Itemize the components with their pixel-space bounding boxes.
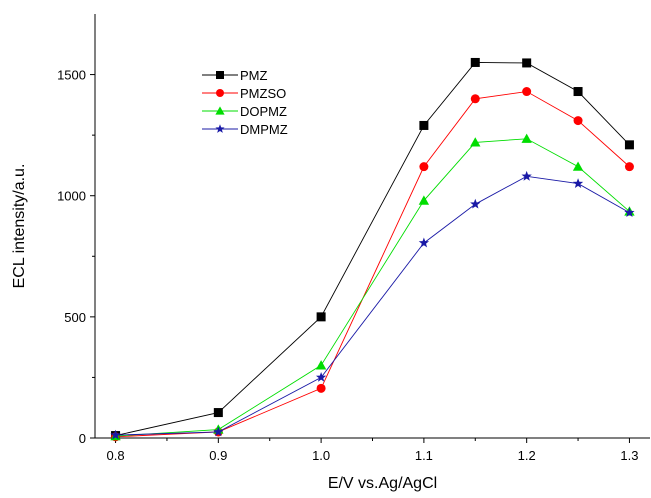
y-ticks: 0 500 1000 1500 (57, 68, 95, 446)
x-tick-label: 0.9 (209, 448, 227, 463)
legend-marker (215, 124, 225, 133)
series-line-pmz (115, 62, 630, 437)
x-tick-label: 0.8 (107, 448, 125, 463)
legend-label: PMZSO (240, 86, 286, 101)
data-point-dmpmz (213, 426, 224, 437)
x-tick-label: 1.3 (620, 448, 638, 463)
data-point-pmz (316, 312, 326, 322)
data-point-pmz (573, 87, 583, 97)
x-ticks: 0.8 0.9 1.0 1.1 1.2 1.3 (107, 438, 638, 463)
y-tick-label: 1000 (57, 189, 86, 204)
legend-item-dopmz: DOPMZ (202, 104, 287, 119)
series-dopmz (110, 133, 635, 441)
series-line-dmpmz (115, 175, 630, 436)
x-axis-label: E/V vs.Ag/AgCl (328, 475, 437, 492)
data-point-pmz (470, 57, 480, 67)
data-point-dopmz (315, 360, 327, 370)
legend-marker (216, 89, 224, 97)
y-tick-label: 1500 (57, 68, 86, 83)
series-pmz (111, 57, 634, 441)
data-point-pmz (213, 408, 223, 418)
x-tick-label: 1.2 (518, 448, 536, 463)
data-point-pmzso (419, 162, 429, 172)
data-point-dmpmz (572, 178, 584, 188)
series-line-pmzso (115, 91, 630, 438)
axes (94, 14, 650, 439)
data-point-pmzso (624, 162, 634, 172)
y-tick-label: 0 (79, 431, 86, 446)
data-point-dmpmz (315, 372, 327, 382)
data-point-pmzso (573, 116, 583, 126)
data-point-dopmz (572, 161, 584, 171)
data-point-pmz (419, 120, 429, 130)
series-line-dopmz (115, 138, 630, 437)
legend-marker (215, 106, 225, 115)
data-point-pmz (624, 140, 634, 150)
legend-item-dmpmz: DMPMZ (202, 122, 288, 137)
data-point-pmzso (522, 87, 532, 97)
legend-item-pmzso: PMZSO (202, 86, 286, 101)
data-point-pmzso (470, 94, 480, 104)
data-point-pmzso (316, 383, 326, 393)
x-tick-label: 1.0 (312, 448, 330, 463)
legend: PMZ PMZSO DOPMZ DMPMZ (202, 68, 288, 137)
x-tick-label: 1.1 (415, 448, 433, 463)
legend-label: PMZ (240, 68, 268, 83)
legend-item-pmz: PMZ (202, 68, 268, 83)
legend-marker (216, 71, 224, 79)
data-point-dmpmz (418, 237, 430, 248)
data-point-dopmz (418, 195, 430, 205)
data-point-pmz (522, 58, 532, 68)
y-tick-label: 500 (64, 310, 86, 325)
legend-label: DMPMZ (240, 122, 288, 137)
legend-label: DOPMZ (240, 104, 287, 119)
series-dmpmz (110, 170, 635, 440)
y-axis-label: ECL intensity/a.u. (11, 164, 28, 289)
data-point-dmpmz (624, 207, 635, 218)
data-point-dopmz (521, 133, 532, 143)
data-point-dmpmz (110, 429, 121, 440)
data-point-dopmz (470, 137, 481, 147)
series-pmzso (111, 87, 634, 442)
series-group (110, 57, 635, 442)
data-point-dmpmz (470, 198, 481, 209)
data-point-dmpmz (521, 170, 532, 181)
